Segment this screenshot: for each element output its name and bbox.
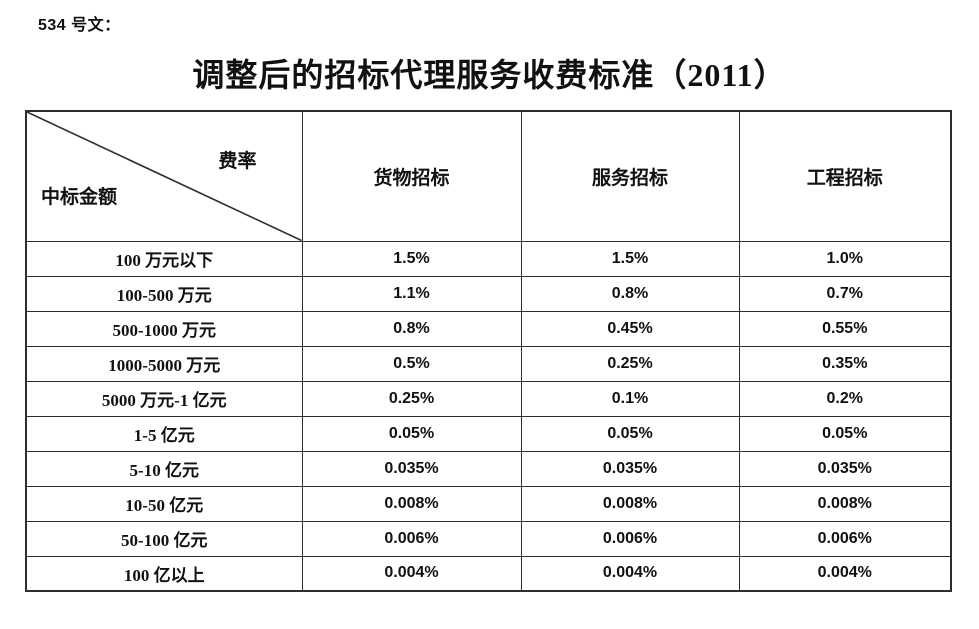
column-header-service: 服务招标 xyxy=(520,110,740,242)
row-label: 500-1000 万元 xyxy=(25,310,303,347)
row-label: 100-500 万元 xyxy=(25,275,303,312)
rate-cell: 0.004% xyxy=(738,555,952,592)
rate-cell: 0.004% xyxy=(301,555,522,592)
row-label: 1000-5000 万元 xyxy=(25,345,303,382)
table-row: 1-5 亿元 0.05% 0.05% 0.05% xyxy=(25,415,952,452)
rate-cell: 0.035% xyxy=(301,450,522,487)
rate-cell: 0.7% xyxy=(738,275,952,312)
table-row: 5-10 亿元 0.035% 0.035% 0.035% xyxy=(25,450,952,487)
page-title: 调整后的招标代理服务收费标准（2011） xyxy=(192,57,787,93)
rate-cell: 0.035% xyxy=(520,450,740,487)
fee-rate-table: 费率 中标金额 货物招标 服务招标 工程招标 100 万元以下 1.5% 1.5… xyxy=(25,110,952,592)
table-row: 500-1000 万元 0.8% 0.45% 0.55% xyxy=(25,310,952,347)
table-row: 10-50 亿元 0.008% 0.008% 0.008% xyxy=(25,485,952,522)
row-label: 10-50 亿元 xyxy=(25,485,303,522)
column-header-engineering: 工程招标 xyxy=(738,110,952,242)
corner-label-amount: 中标金额 xyxy=(41,187,118,208)
table-row: 50-100 亿元 0.006% 0.006% 0.006% xyxy=(25,520,952,557)
row-label: 100 万元以下 xyxy=(25,240,303,277)
row-label: 1-5 亿元 xyxy=(25,415,303,452)
table-row: 100 万元以下 1.5% 1.5% 1.0% xyxy=(25,240,952,277)
rate-cell: 0.05% xyxy=(738,415,952,452)
corner-header-cell: 费率 中标金额 xyxy=(25,110,303,242)
corner-label-rate: 费率 xyxy=(218,151,257,172)
row-label: 100 亿以上 xyxy=(25,555,303,592)
rate-cell: 0.006% xyxy=(520,520,740,557)
column-header-goods: 货物招标 xyxy=(301,110,522,242)
diagonal-divider-line xyxy=(27,112,302,241)
rate-cell: 0.45% xyxy=(520,310,740,347)
row-label: 50-100 亿元 xyxy=(25,520,303,557)
rate-cell: 0.1% xyxy=(520,380,740,417)
table-row: 5000 万元-1 亿元 0.25% 0.1% 0.2% xyxy=(25,380,952,417)
table-header-row: 费率 中标金额 货物招标 服务招标 工程招标 xyxy=(25,110,952,242)
rate-cell: 1.0% xyxy=(738,240,952,277)
doc-number-label: 534 号文： xyxy=(38,17,121,34)
rate-cell: 0.008% xyxy=(301,485,522,522)
rate-cell: 0.25% xyxy=(301,380,522,417)
rate-cell: 1.5% xyxy=(520,240,740,277)
rate-cell: 0.008% xyxy=(520,485,740,522)
rate-cell: 0.55% xyxy=(738,310,952,347)
rate-cell: 0.35% xyxy=(738,345,952,382)
table-row: 100 亿以上 0.004% 0.004% 0.004% xyxy=(25,555,952,592)
table-row: 1000-5000 万元 0.5% 0.25% 0.35% xyxy=(25,345,952,382)
row-label: 5-10 亿元 xyxy=(25,450,303,487)
rate-cell: 0.8% xyxy=(520,275,740,312)
table-row: 100-500 万元 1.1% 0.8% 0.7% xyxy=(25,275,952,312)
rate-cell: 0.2% xyxy=(738,380,952,417)
rate-cell: 0.035% xyxy=(738,450,952,487)
rate-cell: 0.05% xyxy=(301,415,522,452)
rate-cell: 1.1% xyxy=(301,275,522,312)
rate-cell: 0.5% xyxy=(301,345,522,382)
rate-cell: 1.5% xyxy=(301,240,522,277)
rate-cell: 0.004% xyxy=(520,555,740,592)
rate-cell: 0.006% xyxy=(738,520,952,557)
rate-cell: 0.25% xyxy=(520,345,740,382)
rate-cell: 0.008% xyxy=(738,485,952,522)
rate-cell: 0.8% xyxy=(301,310,522,347)
rate-cell: 0.05% xyxy=(520,415,740,452)
rate-cell: 0.006% xyxy=(301,520,522,557)
row-label: 5000 万元-1 亿元 xyxy=(25,380,303,417)
